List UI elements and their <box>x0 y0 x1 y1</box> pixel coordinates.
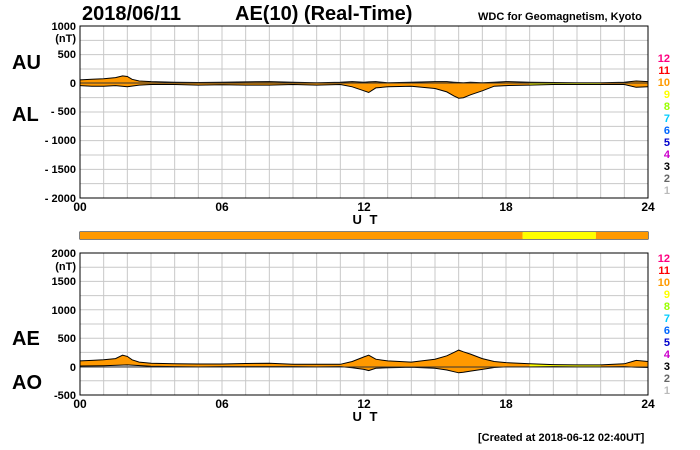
station-count-label: 9 <box>664 89 670 101</box>
station-count-label: 7 <box>664 313 670 325</box>
y-tick-label: - 2000 <box>45 193 76 205</box>
source-label: WDC for Geomagnetism, Kyoto <box>478 11 642 23</box>
y-tick-label: 0 <box>70 78 76 90</box>
x-axis-label: U T <box>353 212 380 227</box>
station-count-label: 11 <box>658 265 670 277</box>
station-count-label: 12 <box>658 253 670 265</box>
date-title: 2018/06/11 <box>82 3 181 25</box>
y-tick-label: - 500 <box>51 106 76 118</box>
y-tick-label: (nT) <box>55 261 76 273</box>
station-count-label: 9 <box>664 289 670 301</box>
y-tick-label: 2000 <box>52 248 76 260</box>
station-count-label: 5 <box>664 137 670 149</box>
station-count-label: 2 <box>664 173 670 185</box>
chart-title: AE(10) (Real-Time) <box>235 3 413 25</box>
station-strip-segment <box>522 232 596 239</box>
station-count-label: 2 <box>664 373 670 385</box>
x-tick-label: 06 <box>215 200 229 214</box>
plot-frame <box>79 252 649 396</box>
y-tick-label: 500 <box>58 333 76 345</box>
station-count-label: 1 <box>664 385 670 397</box>
y-tick-label: 1500 <box>52 276 76 288</box>
station-count-label: 10 <box>658 77 670 89</box>
y-tick-label: 0 <box>70 362 76 374</box>
station-count-label: 4 <box>664 149 671 161</box>
area-fill-active <box>80 350 648 373</box>
station-count-label: 4 <box>664 349 671 361</box>
x-tick-label: 18 <box>499 200 513 214</box>
x-tick-label: 12 <box>357 200 371 214</box>
x-tick-label: 24 <box>641 397 655 411</box>
station-count-label: 1 <box>664 185 670 197</box>
ao-label: AO <box>12 372 42 394</box>
x-tick-label: 06 <box>215 397 229 411</box>
area-fill-active <box>80 75 648 99</box>
x-tick-label: 00 <box>73 200 87 214</box>
y-tick-label: - 1500 <box>45 164 76 176</box>
x-tick-label: 18 <box>499 397 513 411</box>
x-tick-label: 12 <box>357 397 371 411</box>
y-tick-label: - 1000 <box>45 135 76 147</box>
x-axis-label: U T <box>353 409 380 424</box>
station-count-label: 5 <box>664 337 670 349</box>
station-count-label: 10 <box>658 277 670 289</box>
station-count-label: 6 <box>664 125 670 137</box>
y-tick-label: 1000 <box>52 305 76 317</box>
station-count-label: 7 <box>664 113 670 125</box>
station-count-label: 8 <box>664 301 670 313</box>
station-strip-segment <box>80 232 523 239</box>
y-tick-label: 1000 <box>52 21 76 33</box>
created-timestamp: [Created at 2018-06-12 02:40UT] <box>478 432 645 444</box>
y-tick-label: -500 <box>54 390 76 402</box>
y-tick-label: 500 <box>58 49 76 61</box>
series-line-upper <box>79 349 649 366</box>
station-count-label: 8 <box>664 101 670 113</box>
x-tick-label: 00 <box>73 397 87 411</box>
station-strip-segment <box>595 232 648 239</box>
station-count-label: 3 <box>664 161 670 173</box>
series-line-upper <box>79 75 649 84</box>
station-count-label: 12 <box>658 53 670 65</box>
station-count-label: 11 <box>658 65 670 77</box>
station-count-label: 6 <box>664 325 670 337</box>
x-tick-label: 24 <box>641 200 655 214</box>
unit-label: (nT) <box>55 33 76 45</box>
station-count-label: 3 <box>664 361 670 373</box>
ae-label: AE <box>12 328 40 350</box>
al-label: AL <box>12 104 39 126</box>
plot-frame <box>79 25 649 199</box>
au-label: AU <box>12 52 41 74</box>
series-line-lower <box>79 83 649 99</box>
